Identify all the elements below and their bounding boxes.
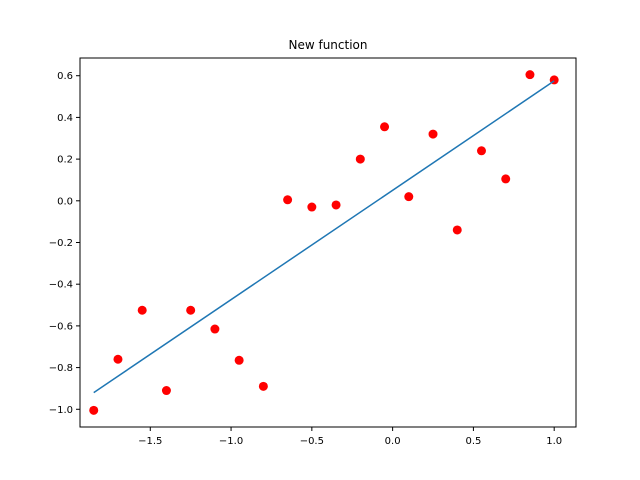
data-point	[161, 386, 171, 396]
y-tick-label: −0.8	[49, 363, 73, 374]
y-tick-label: 0.2	[57, 155, 73, 166]
data-point	[283, 195, 293, 205]
data-point	[404, 192, 414, 202]
data-point	[186, 305, 196, 315]
data-point	[258, 381, 268, 391]
data-point	[525, 70, 535, 80]
chart-title: New function	[288, 38, 367, 52]
axes-frame	[79, 57, 577, 428]
data-point	[234, 355, 244, 365]
data-point	[501, 174, 511, 184]
y-tick-label: −0.2	[49, 238, 73, 249]
plot-area	[89, 70, 559, 415]
x-tick-label: −1.0	[219, 436, 243, 447]
data-point	[380, 122, 390, 132]
y-axis: −1.0 −0.8 −0.6 −0.4 −0.2 0.0 0.2 0.4 0.6	[49, 71, 80, 416]
data-point	[428, 129, 438, 139]
y-tick-label: −0.6	[49, 321, 73, 332]
data-point	[137, 305, 147, 315]
x-tick-label: −1.5	[138, 436, 162, 447]
x-axis: −1.5 −1.0 −0.5 0.0 0.5 1.0	[138, 427, 562, 447]
y-tick-label: −0.4	[49, 280, 73, 291]
fit-line	[93, 80, 555, 394]
data-point	[355, 154, 365, 164]
data-point	[331, 200, 341, 210]
x-tick-label: 0.5	[465, 436, 481, 447]
data-point	[307, 202, 317, 212]
data-point	[210, 324, 220, 334]
y-tick-label: 0.4	[57, 113, 73, 124]
x-tick-label: 0.0	[385, 436, 401, 447]
y-tick-label: 0.6	[57, 71, 73, 82]
data-point	[452, 225, 462, 235]
y-tick-label: 0.0	[57, 196, 73, 207]
y-tick-label: −1.0	[49, 405, 73, 416]
x-tick-label: 1.0	[546, 436, 562, 447]
data-point	[113, 354, 123, 364]
x-tick-label: −0.5	[300, 436, 324, 447]
data-point	[476, 146, 486, 156]
data-point	[89, 405, 99, 415]
